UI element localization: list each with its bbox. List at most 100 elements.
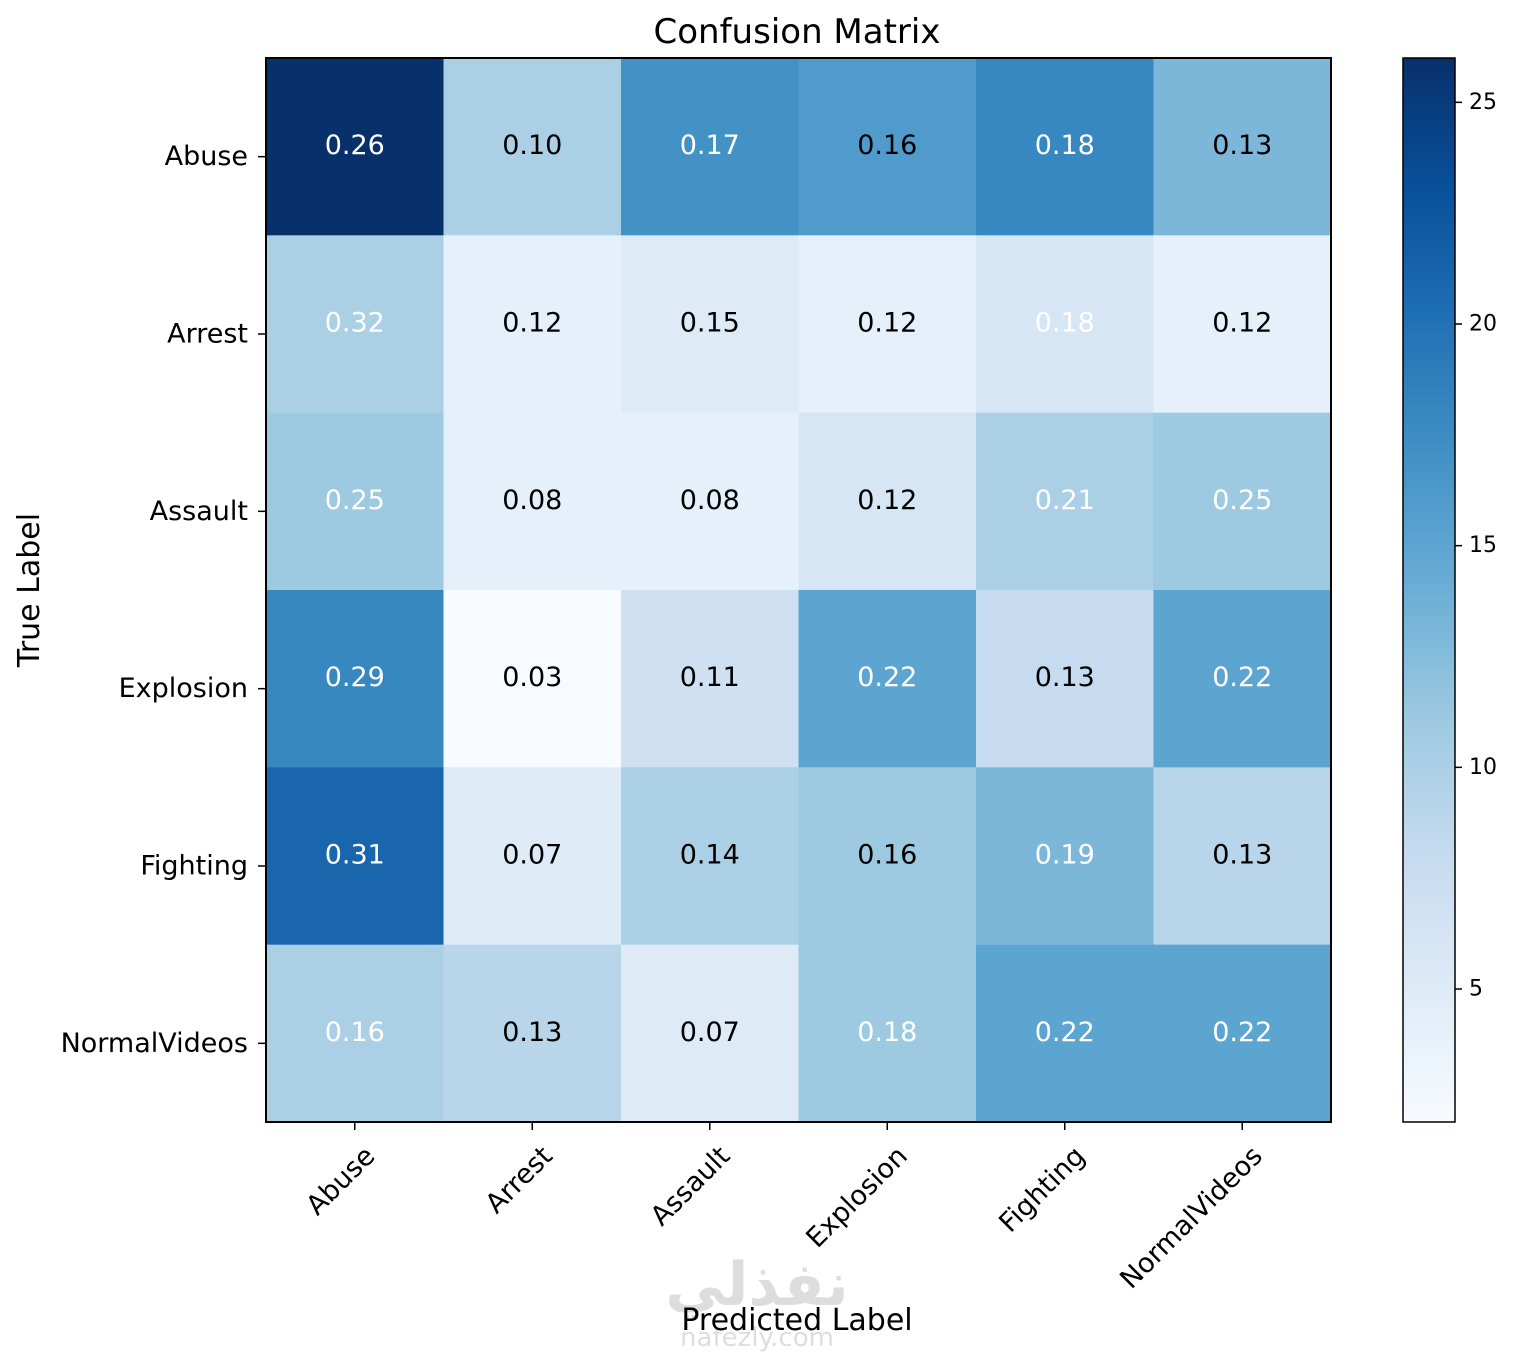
cell-value-label: 0.12	[857, 308, 917, 339]
cell-value-label: 0.16	[857, 840, 917, 871]
cell-value-label: 0.22	[1212, 662, 1272, 693]
heatmap-cell	[976, 590, 1154, 768]
cell-value-label: 0.31	[325, 840, 385, 871]
heatmap-cell	[1153, 590, 1332, 768]
cell-value-label: 0.10	[502, 130, 562, 161]
colorbar-tick-label: 10	[1469, 755, 1497, 780]
heatmap-cell	[443, 235, 622, 414]
cell-value-label: 0.03	[502, 662, 562, 693]
cell-value-label: 0.13	[502, 1017, 562, 1048]
cell-value-label: 0.21	[1035, 485, 1095, 516]
heatmap-cells: 0.26 0.10 0.17 0.16 0.18 0.13 0.32 0.12 0.15 0.12…	[266, 58, 1332, 1123]
heatmap-cell	[621, 944, 799, 1123]
colorbar-tick-label: 20	[1469, 312, 1497, 337]
colorbar-tick-label: 15	[1469, 533, 1497, 558]
watermark-url: nafezly.com	[680, 1323, 834, 1353]
heatmap-cell	[798, 590, 977, 768]
heatmap-cell	[443, 412, 622, 591]
cell-value-label: 0.07	[680, 1017, 740, 1048]
cell-value-label: 0.29	[325, 662, 385, 693]
cell-value-label: 0.22	[857, 662, 917, 693]
heatmap-cell	[266, 590, 444, 768]
colorbar	[1402, 57, 1456, 1123]
heatmap-cell	[443, 767, 622, 946]
chart-title: Confusion Matrix	[654, 12, 941, 52]
heatmap-cell	[443, 58, 622, 236]
heatmap-cell	[443, 590, 622, 768]
cell-value-label: 0.11	[680, 662, 740, 693]
heatmap-cell	[1153, 235, 1332, 414]
colorbar-tick-label: 5	[1469, 977, 1483, 1002]
cell-value-label: 0.25	[1212, 485, 1272, 516]
watermark: نفذلي nafezly.com	[665, 1250, 849, 1353]
heatmap-cell	[976, 235, 1154, 414]
cell-value-label: 0.22	[1035, 1017, 1095, 1048]
cell-value-label: 0.17	[680, 130, 740, 161]
y-tick-label: NormalVideos	[61, 1028, 248, 1059]
y-tick-label: Abuse	[165, 141, 248, 172]
cell-value-label: 0.15	[680, 308, 740, 339]
cell-value-label: 0.18	[1035, 130, 1095, 161]
heatmap-cell	[621, 58, 799, 236]
cell-value-label: 0.13	[1212, 840, 1272, 871]
heatmap-cell	[621, 767, 799, 946]
cell-value-label: 0.26	[325, 130, 385, 161]
cell-value-label: 0.32	[325, 308, 385, 339]
cell-value-label: 0.14	[680, 840, 740, 871]
heatmap-cell	[621, 590, 799, 768]
cell-value-label: 0.16	[325, 1017, 385, 1048]
heatmap-cell	[1153, 58, 1332, 236]
heatmap-cell	[443, 944, 622, 1123]
heatmap-cell	[798, 944, 977, 1123]
heatmap-cell	[266, 944, 444, 1123]
x-axis-label: Predicted Label	[681, 1303, 912, 1338]
cell-value-label: 0.07	[502, 840, 562, 871]
colorbar-ticks: 5 10 15 20 25	[1455, 90, 1497, 1002]
cell-value-label: 0.08	[502, 485, 562, 516]
cell-value-label: 0.18	[1035, 308, 1095, 339]
cell-value-label: 0.12	[502, 308, 562, 339]
y-axis-ticks: Abuse Arrest Assault Explosion Fighting Norma…	[61, 141, 266, 1059]
x-tick-label: Explosion	[800, 1141, 913, 1254]
heatmap-cell	[976, 58, 1154, 236]
x-tick-label: Assault	[645, 1141, 736, 1232]
heatmap-cell	[976, 767, 1154, 946]
x-tick-label: Abuse	[300, 1141, 381, 1222]
y-tick-label: Assault	[150, 496, 248, 527]
heatmap-cell	[1153, 944, 1332, 1123]
plot-frame	[265, 57, 1332, 1123]
cell-value-label: 0.12	[1212, 308, 1272, 339]
heatmap-cell	[976, 944, 1154, 1123]
heatmap-cell	[798, 767, 977, 946]
cell-value-label: 0.12	[857, 485, 917, 516]
colorbar-tick-label: 25	[1469, 90, 1497, 115]
heatmap-cell	[1153, 412, 1332, 591]
heatmap-cell	[266, 235, 444, 414]
heatmap-cell	[798, 235, 977, 414]
y-axis-label: True Label	[12, 513, 47, 668]
cell-value-label: 0.16	[857, 130, 917, 161]
cell-value-label: 0.25	[325, 485, 385, 516]
cell-value-label: 0.13	[1035, 662, 1095, 693]
cell-value-label: 0.22	[1212, 1017, 1272, 1048]
cell-value-label: 0.13	[1212, 130, 1272, 161]
y-tick-label: Fighting	[140, 851, 248, 882]
cell-value-label: 0.08	[680, 485, 740, 516]
y-tick-label: Arrest	[167, 319, 248, 350]
heatmap-cell	[266, 767, 444, 946]
cell-value-label: 0.18	[857, 1017, 917, 1048]
heatmap-cell	[266, 58, 444, 236]
watermark-logo: نفذلي	[665, 1250, 849, 1320]
heatmap-cell	[621, 235, 799, 414]
heatmap-cell	[1153, 767, 1332, 946]
heatmap-cell	[976, 412, 1154, 591]
x-tick-label: Arrest	[480, 1141, 559, 1220]
cell-value-label: 0.19	[1035, 840, 1095, 871]
heatmap-cell	[266, 412, 444, 591]
y-tick-label: Explosion	[119, 673, 248, 704]
heatmap-cell	[798, 58, 977, 236]
x-tick-label: NormalVideos	[1114, 1141, 1268, 1295]
heatmap-cell	[621, 412, 799, 591]
x-tick-label: Fighting	[993, 1141, 1091, 1239]
